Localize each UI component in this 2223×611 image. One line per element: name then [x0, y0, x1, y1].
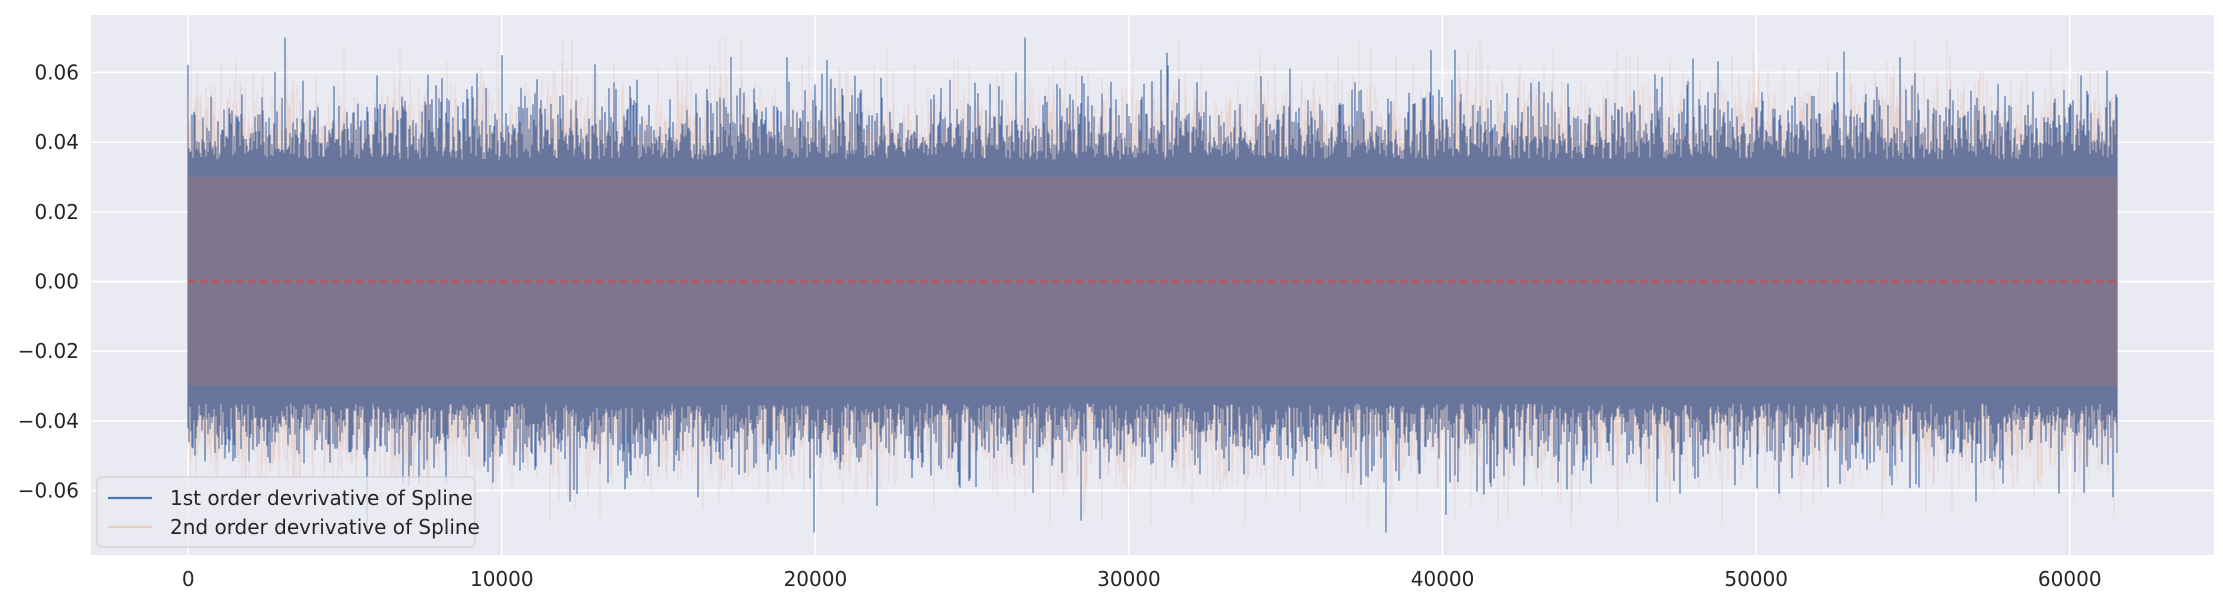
series-layer [187, 37, 2118, 533]
x-tick-label: 50000 [1724, 567, 1788, 591]
y-tick-label: −0.04 [18, 409, 79, 433]
legend-label-1st-order: 1st order devrivative of Spline [170, 486, 473, 510]
x-tick-label: 10000 [470, 567, 534, 591]
y-tick-label: −0.06 [18, 479, 79, 503]
y-tick-label: 0.04 [34, 130, 79, 154]
legend-box [96, 476, 476, 548]
x-tick-label: 0 [182, 567, 195, 591]
y-tick-label: −0.02 [18, 339, 79, 363]
legend-label-2nd-order: 2nd order devrivative of Spline [170, 515, 480, 539]
x-tick-label: 20000 [784, 567, 848, 591]
legend: 1st order devrivative of Spline 2nd orde… [96, 476, 480, 548]
x-tick-label: 30000 [1097, 567, 1161, 591]
x-tick-label: 40000 [1411, 567, 1475, 591]
y-tick-label: 0.02 [34, 200, 79, 224]
tick-labels: 0 10000 20000 30000 40000 50000 60000 −0.06 −0.0… [18, 60, 2102, 591]
y-tick-label: 0.06 [34, 60, 79, 84]
y-tick-label: 0.00 [34, 270, 79, 294]
x-tick-label: 60000 [2038, 567, 2102, 591]
